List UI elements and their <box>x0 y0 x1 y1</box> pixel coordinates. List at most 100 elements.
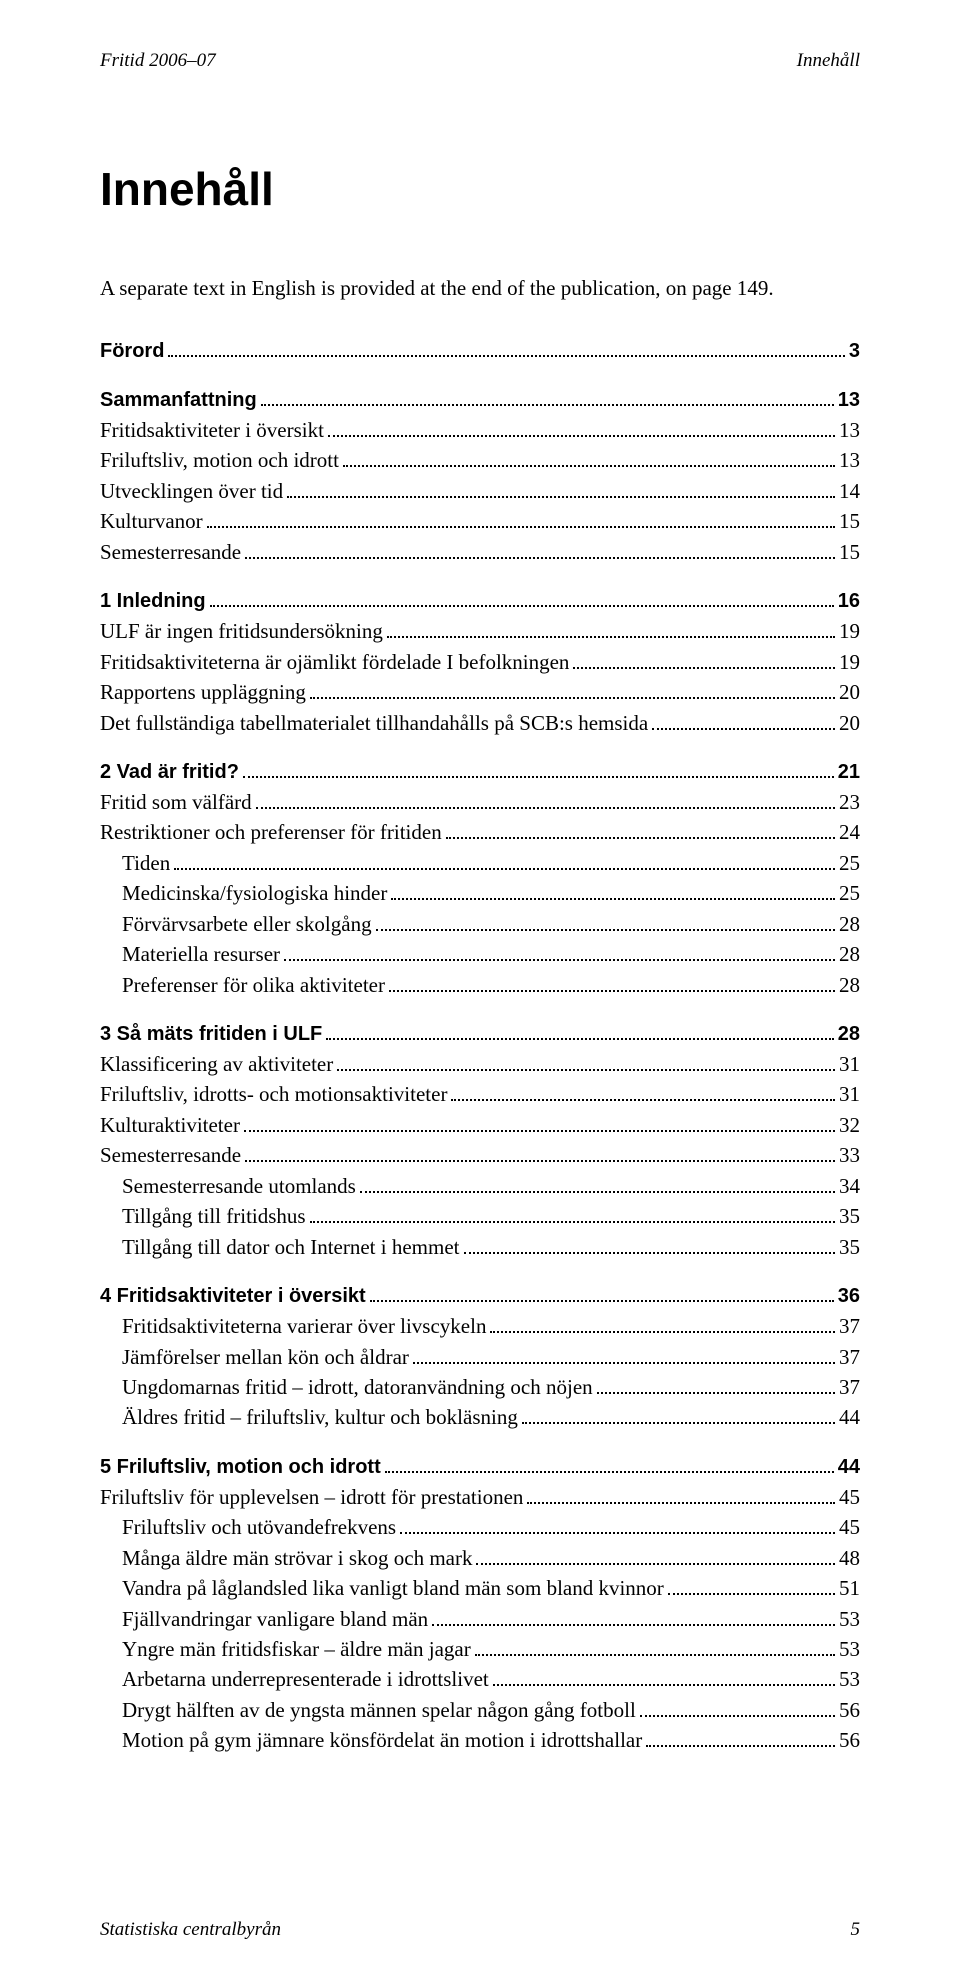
toc-group: 2 Vad är fritid?21Fritid som välfärd23Re… <box>100 758 860 1000</box>
toc-entry-page: 44 <box>839 1402 860 1432</box>
toc-entry-label: 4 Fritidsaktiviteter i översikt <box>100 1282 366 1311</box>
toc-entry-page: 32 <box>839 1110 860 1140</box>
toc-entry-page: 28 <box>839 970 860 1000</box>
toc-entry-label: Äldres fritid – friluftsliv, kultur och … <box>122 1402 518 1432</box>
toc-entry-page: 37 <box>839 1311 860 1341</box>
dot-leader <box>391 881 835 900</box>
toc-entry-page: 44 <box>838 1453 860 1482</box>
dot-leader <box>210 588 834 607</box>
toc-entry: 1 Inledning16 <box>100 587 860 616</box>
toc-group: 1 Inledning16ULF är ingen fritidsundersö… <box>100 587 860 738</box>
dot-leader <box>432 1607 835 1626</box>
toc-entry: 4 Fritidsaktiviteter i översikt36 <box>100 1282 860 1311</box>
dot-leader <box>387 619 835 638</box>
toc-entry-page: 28 <box>838 1020 860 1049</box>
dot-leader <box>360 1174 835 1193</box>
toc-entry: Jämförelser mellan kön och åldrar37 <box>100 1342 860 1372</box>
toc-entry: Arbetarna underrepresenterade i idrottsl… <box>100 1664 860 1694</box>
toc-entry: Yngre män fritidsfiskar – äldre män jaga… <box>100 1634 860 1664</box>
toc-entry-label: Restriktioner och preferenser för fritid… <box>100 817 442 847</box>
toc-entry: Förvärvsarbete eller skolgång 28 <box>100 909 860 939</box>
toc-entry-label: Friluftsliv och utövandefrekvens <box>122 1512 396 1542</box>
toc-entry: Kulturvanor15 <box>100 506 860 536</box>
dot-leader <box>646 1728 835 1747</box>
dot-leader <box>261 387 834 406</box>
toc-entry-page: 34 <box>839 1171 860 1201</box>
toc-entry-page: 35 <box>839 1232 860 1262</box>
toc-entry-label: Förvärvsarbete eller skolgång <box>122 909 372 939</box>
toc-entry-label: ULF är ingen fritidsundersökning <box>100 616 383 646</box>
dot-leader <box>376 912 835 931</box>
page-title: Innehåll <box>100 162 860 216</box>
dot-leader <box>287 479 835 498</box>
toc-entry-label: Materiella resurser <box>122 939 280 969</box>
dot-leader <box>490 1314 835 1333</box>
toc-entry-label: Fritid som välfärd <box>100 787 252 817</box>
toc-entry-page: 16 <box>838 587 860 616</box>
toc-entry-page: 25 <box>839 878 860 908</box>
toc-entry-page: 20 <box>839 708 860 738</box>
toc-entry: Sammanfattning 13 <box>100 386 860 415</box>
toc-entry: Fritidsaktiviteterna är ojämlikt fördela… <box>100 647 860 677</box>
dot-leader <box>476 1546 835 1565</box>
toc-entry-page: 28 <box>839 939 860 969</box>
toc-entry-label: Vandra på låglandsled lika vanligt bland… <box>122 1573 664 1603</box>
toc-entry: Fritid som välfärd 23 <box>100 787 860 817</box>
dot-leader <box>343 449 835 468</box>
toc-entry-page: 48 <box>839 1543 860 1573</box>
dot-leader <box>243 759 834 778</box>
toc-entry: Medicinska/fysiologiska hinder25 <box>100 878 860 908</box>
toc-entry-page: 53 <box>839 1664 860 1694</box>
toc-group: Förord 3 <box>100 337 860 366</box>
toc-entry: Semesterresande33 <box>100 1140 860 1170</box>
header-left: Fritid 2006–07 <box>100 50 216 72</box>
toc-entry-label: Semesterresande utomlands <box>122 1171 356 1201</box>
dot-leader <box>245 540 835 559</box>
toc-entry: Fjällvandringar vanligare bland män53 <box>100 1604 860 1634</box>
toc-entry-label: Fritidsaktiviteter i översikt <box>100 415 324 445</box>
toc-entry-label: Förord <box>100 337 164 366</box>
dot-leader <box>385 1454 834 1473</box>
toc-entry: Tiden25 <box>100 848 860 878</box>
dot-leader <box>493 1668 835 1687</box>
toc-entry: Det fullständiga tabellmaterialet tillha… <box>100 708 860 738</box>
dot-leader <box>174 851 835 870</box>
toc-entry-label: Utvecklingen över tid <box>100 476 283 506</box>
toc-group: 3 Så mäts fritiden i ULF 28 Klassificering… <box>100 1020 860 1262</box>
toc-entry-page: 23 <box>839 787 860 817</box>
toc-entry-label: Tillgång till fritidshus <box>122 1201 306 1231</box>
toc-entry-page: 28 <box>839 909 860 939</box>
toc-entry-label: Fjällvandringar vanligare bland män <box>122 1604 428 1634</box>
toc-entry-label: 2 Vad är fritid? <box>100 758 239 787</box>
toc-entry-label: Sammanfattning <box>100 386 257 415</box>
toc-entry-page: 53 <box>839 1634 860 1664</box>
toc-entry-page: 24 <box>839 817 860 847</box>
toc-entry-page: 3 <box>849 337 860 366</box>
toc-entry-label: Det fullständiga tabellmaterialet tillha… <box>100 708 648 738</box>
toc-entry-page: 14 <box>839 476 860 506</box>
toc-entry-label: Semesterresande <box>100 537 241 567</box>
dot-leader <box>337 1052 835 1071</box>
toc-entry-page: 13 <box>839 415 860 445</box>
dot-leader <box>168 338 844 357</box>
toc-entry: Förord 3 <box>100 337 860 366</box>
dot-leader <box>527 1485 835 1504</box>
toc-entry-label: Tillgång till dator och Internet i hemme… <box>122 1232 460 1262</box>
dot-leader <box>640 1698 835 1717</box>
toc-entry-label: 3 Så mäts fritiden i ULF <box>100 1020 322 1049</box>
toc-entry-label: Klassificering av aktiviteter <box>100 1049 333 1079</box>
toc-entry: Rapportens uppläggning20 <box>100 677 860 707</box>
toc-entry-page: 13 <box>838 386 860 415</box>
toc-entry: Friluftsliv och utövandefrekvens45 <box>100 1512 860 1542</box>
toc-entry-page: 33 <box>839 1140 860 1170</box>
dot-leader <box>475 1637 835 1656</box>
toc-entry: Restriktioner och preferenser för fritid… <box>100 817 860 847</box>
toc-entry: Fritidsaktiviteter i översikt 13 <box>100 415 860 445</box>
toc-entry-label: Fritidsaktiviteterna är ojämlikt fördela… <box>100 647 569 677</box>
toc-group: Sammanfattning13Fritidsaktiviteter i öve… <box>100 386 860 567</box>
toc-entry: Semesterresande utomlands 34 <box>100 1171 860 1201</box>
toc-entry-label: Drygt hälften av de yngsta männen spelar… <box>122 1695 636 1725</box>
dot-leader <box>446 820 835 839</box>
toc-entry: Materiella resurser 28 <box>100 939 860 969</box>
toc-entry: Friluftsliv för upplevelsen – idrott för… <box>100 1482 860 1512</box>
